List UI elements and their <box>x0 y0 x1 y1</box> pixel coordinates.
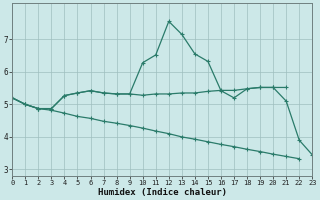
X-axis label: Humidex (Indice chaleur): Humidex (Indice chaleur) <box>98 188 227 197</box>
